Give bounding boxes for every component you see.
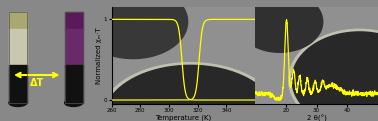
Polygon shape: [100, 63, 281, 121]
X-axis label: Temperature (K): Temperature (K): [155, 115, 211, 121]
Bar: [65, 12, 82, 30]
Bar: [9, 12, 27, 103]
Bar: [65, 65, 82, 103]
Ellipse shape: [9, 99, 27, 106]
Y-axis label: Normalized χₘ·T: Normalized χₘ·T: [96, 27, 102, 84]
Polygon shape: [292, 32, 378, 121]
Polygon shape: [237, 0, 323, 52]
Bar: [9, 65, 27, 103]
Polygon shape: [79, 0, 187, 59]
Polygon shape: [104, 65, 277, 121]
Bar: [9, 12, 27, 30]
Polygon shape: [289, 29, 378, 121]
Bar: [65, 12, 82, 103]
Text: ΔT: ΔT: [30, 79, 44, 88]
X-axis label: 2 θ(°): 2 θ(°): [307, 115, 327, 121]
Ellipse shape: [65, 99, 82, 106]
Bar: [9, 29, 27, 67]
Bar: [65, 29, 82, 67]
